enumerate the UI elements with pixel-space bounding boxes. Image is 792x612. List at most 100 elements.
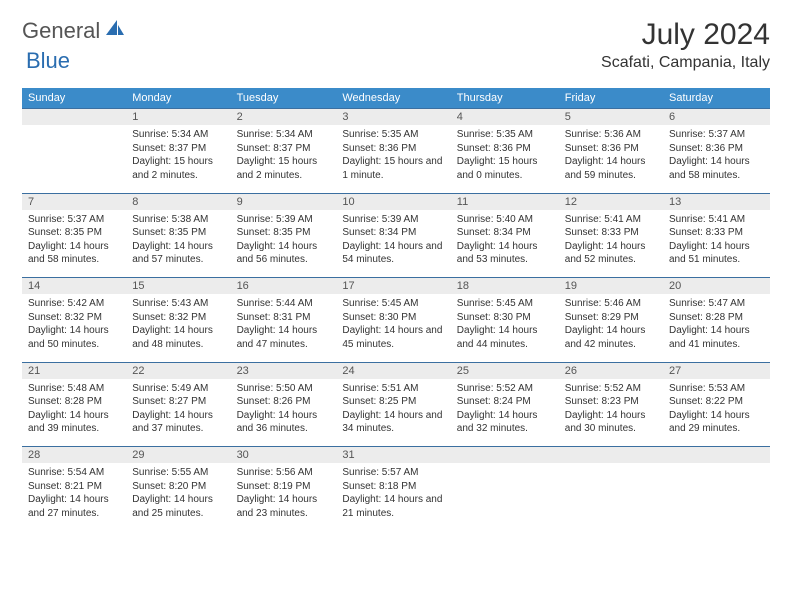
sunset-text: Sunset: 8:24 PM [457,395,553,409]
day-cell: Sunrise: 5:56 AMSunset: 8:19 PMDaylight:… [231,463,337,531]
sunrise-text: Sunrise: 5:47 AM [669,297,764,311]
sunset-text: Sunset: 8:37 PM [237,142,331,156]
day-header-sat: Saturday [663,88,770,109]
sunset-text: Sunset: 8:33 PM [669,226,764,240]
day-cell: Sunrise: 5:54 AMSunset: 8:21 PMDaylight:… [22,463,126,531]
sunrise-text: Sunrise: 5:37 AM [669,128,764,142]
week-content-row: Sunrise: 5:54 AMSunset: 8:21 PMDaylight:… [22,463,770,531]
sunset-text: Sunset: 8:35 PM [28,226,120,240]
day-number: 25 [451,362,559,379]
sunset-text: Sunset: 8:32 PM [132,311,224,325]
sunset-text: Sunset: 8:29 PM [565,311,657,325]
day-number: 24 [336,362,450,379]
day-number: 22 [126,362,230,379]
day-number: 31 [336,447,450,464]
sunrise-text: Sunrise: 5:56 AM [237,466,331,480]
week-numrow: 21222324252627 [22,362,770,379]
sunrise-text: Sunrise: 5:50 AM [237,382,331,396]
daylight-text: Daylight: 14 hours and 58 minutes. [669,155,764,182]
logo-sail-icon [104,18,126,44]
sunset-text: Sunset: 8:21 PM [28,480,120,494]
day-number: 12 [559,193,663,210]
week-numrow: 14151617181920 [22,278,770,295]
logo-text-general: General [22,18,100,44]
day-number: 29 [126,447,230,464]
day-number: 3 [336,109,450,126]
day-cell: Sunrise: 5:45 AMSunset: 8:30 PMDaylight:… [336,294,450,362]
sunrise-text: Sunrise: 5:35 AM [342,128,444,142]
day-cell: Sunrise: 5:52 AMSunset: 8:23 PMDaylight:… [559,379,663,447]
daylight-text: Daylight: 14 hours and 50 minutes. [28,324,120,351]
day-header-sun: Sunday [22,88,126,109]
day-cell: Sunrise: 5:57 AMSunset: 8:18 PMDaylight:… [336,463,450,531]
day-cell: Sunrise: 5:41 AMSunset: 8:33 PMDaylight:… [559,210,663,278]
day-cell: Sunrise: 5:46 AMSunset: 8:29 PMDaylight:… [559,294,663,362]
sunrise-text: Sunrise: 5:45 AM [342,297,444,311]
day-number: 7 [22,193,126,210]
day-number: 28 [22,447,126,464]
sunrise-text: Sunrise: 5:35 AM [457,128,553,142]
day-cell: Sunrise: 5:44 AMSunset: 8:31 PMDaylight:… [231,294,337,362]
sunrise-text: Sunrise: 5:37 AM [28,213,120,227]
sunset-text: Sunset: 8:28 PM [28,395,120,409]
day-number: 18 [451,278,559,295]
daylight-text: Daylight: 14 hours and 54 minutes. [342,240,444,267]
sunset-text: Sunset: 8:36 PM [457,142,553,156]
sunset-text: Sunset: 8:27 PM [132,395,224,409]
sunset-text: Sunset: 8:36 PM [342,142,444,156]
day-cell [22,125,126,193]
daylight-text: Daylight: 14 hours and 32 minutes. [457,409,553,436]
day-number: 30 [231,447,337,464]
day-cell: Sunrise: 5:37 AMSunset: 8:36 PMDaylight:… [663,125,770,193]
day-number: 19 [559,278,663,295]
sunset-text: Sunset: 8:35 PM [132,226,224,240]
daylight-text: Daylight: 14 hours and 48 minutes. [132,324,224,351]
day-number: 2 [231,109,337,126]
day-number: 11 [451,193,559,210]
day-cell: Sunrise: 5:37 AMSunset: 8:35 PMDaylight:… [22,210,126,278]
day-cell: Sunrise: 5:41 AMSunset: 8:33 PMDaylight:… [663,210,770,278]
calendar-table: Sunday Monday Tuesday Wednesday Thursday… [22,88,770,531]
sunrise-text: Sunrise: 5:55 AM [132,466,224,480]
day-number: 27 [663,362,770,379]
daylight-text: Daylight: 15 hours and 2 minutes. [132,155,224,182]
day-number: 14 [22,278,126,295]
sunset-text: Sunset: 8:35 PM [237,226,331,240]
day-number: 16 [231,278,337,295]
sunrise-text: Sunrise: 5:36 AM [565,128,657,142]
day-cell: Sunrise: 5:48 AMSunset: 8:28 PMDaylight:… [22,379,126,447]
daylight-text: Daylight: 14 hours and 58 minutes. [28,240,120,267]
day-cell [663,463,770,531]
sunset-text: Sunset: 8:30 PM [342,311,444,325]
day-number: 1 [126,109,230,126]
day-header-wed: Wednesday [336,88,450,109]
day-number: 9 [231,193,337,210]
sunset-text: Sunset: 8:33 PM [565,226,657,240]
sunrise-text: Sunrise: 5:39 AM [237,213,331,227]
day-cell: Sunrise: 5:34 AMSunset: 8:37 PMDaylight:… [231,125,337,193]
daylight-text: Daylight: 14 hours and 51 minutes. [669,240,764,267]
sunrise-text: Sunrise: 5:46 AM [565,297,657,311]
sunrise-text: Sunrise: 5:34 AM [237,128,331,142]
daylight-text: Daylight: 14 hours and 36 minutes. [237,409,331,436]
day-number: 8 [126,193,230,210]
daylight-text: Daylight: 14 hours and 47 minutes. [237,324,331,351]
day-header-thu: Thursday [451,88,559,109]
day-number: 10 [336,193,450,210]
daylight-text: Daylight: 14 hours and 29 minutes. [669,409,764,436]
sunrise-text: Sunrise: 5:41 AM [565,213,657,227]
daylight-text: Daylight: 15 hours and 0 minutes. [457,155,553,182]
day-cell: Sunrise: 5:47 AMSunset: 8:28 PMDaylight:… [663,294,770,362]
title-block: July 2024 Scafati, Campania, Italy [601,18,770,72]
day-cell: Sunrise: 5:34 AMSunset: 8:37 PMDaylight:… [126,125,230,193]
daylight-text: Daylight: 14 hours and 57 minutes. [132,240,224,267]
day-cell: Sunrise: 5:45 AMSunset: 8:30 PMDaylight:… [451,294,559,362]
sunrise-text: Sunrise: 5:43 AM [132,297,224,311]
day-number: 6 [663,109,770,126]
day-cell: Sunrise: 5:36 AMSunset: 8:36 PMDaylight:… [559,125,663,193]
day-cell [451,463,559,531]
month-title: July 2024 [601,18,770,52]
daylight-text: Daylight: 14 hours and 44 minutes. [457,324,553,351]
daylight-text: Daylight: 14 hours and 25 minutes. [132,493,224,520]
sunrise-text: Sunrise: 5:41 AM [669,213,764,227]
